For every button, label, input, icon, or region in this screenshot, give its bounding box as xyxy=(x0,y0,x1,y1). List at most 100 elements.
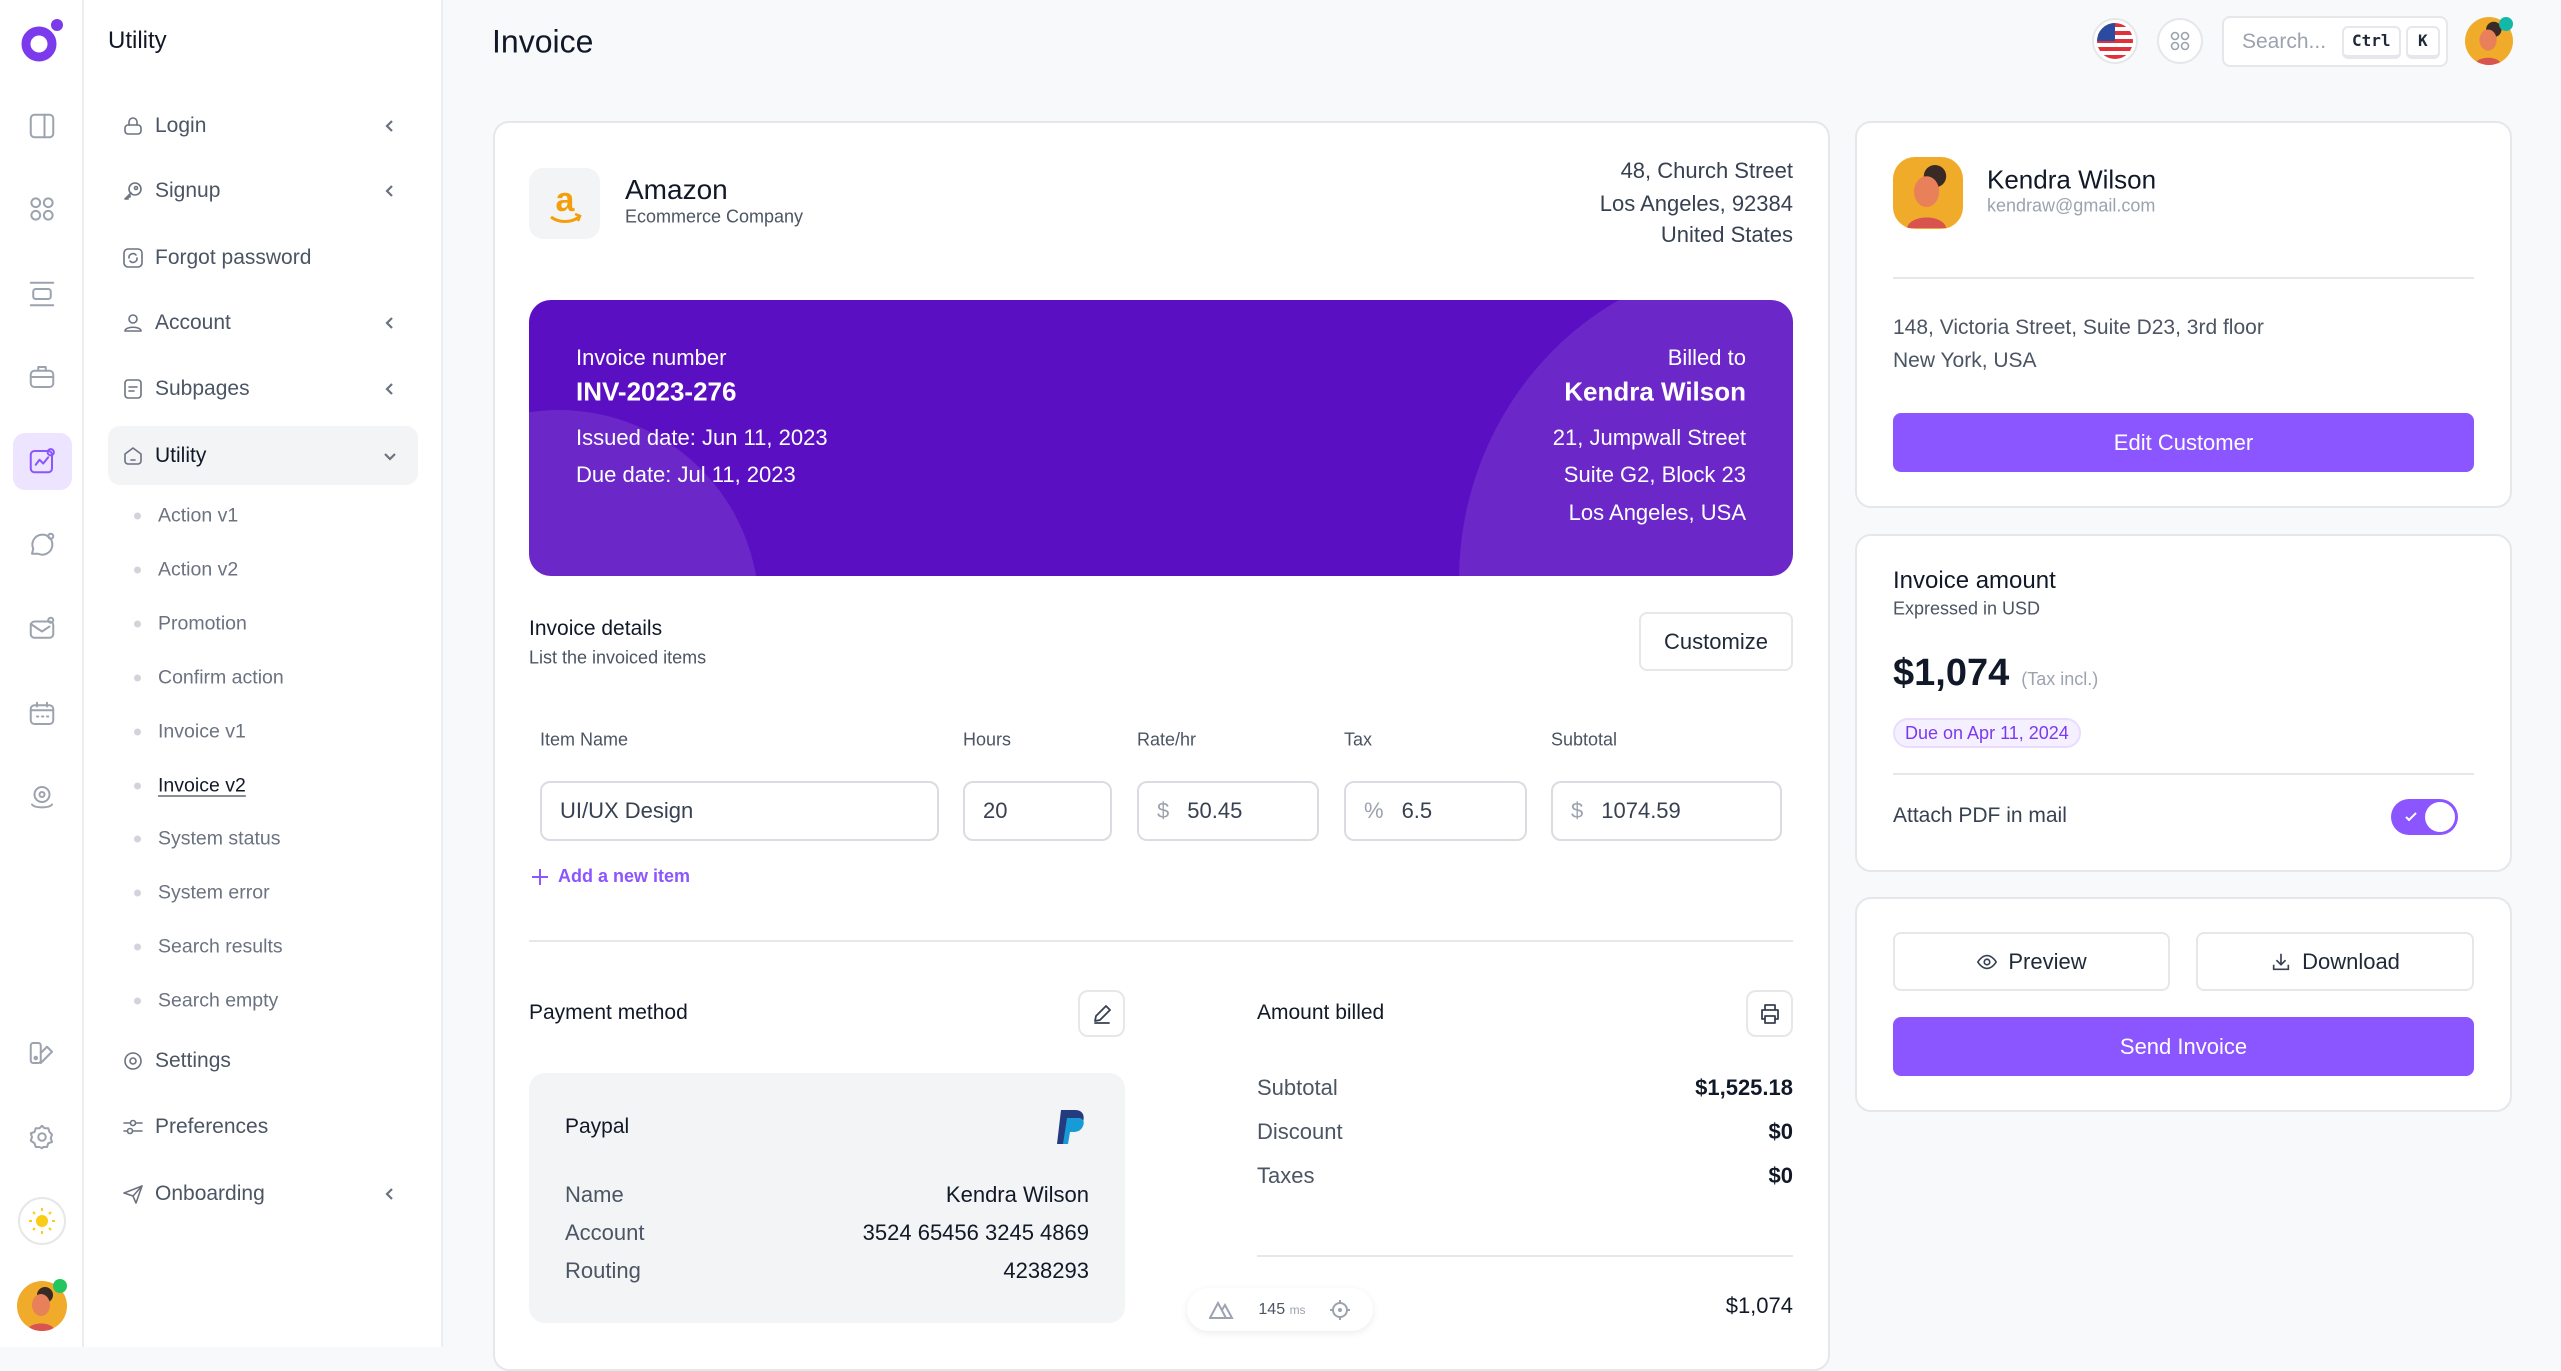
sidebar-subitem-label: Action v1 xyxy=(158,504,239,527)
billed-row-value: $1,525.18 xyxy=(1695,1075,1793,1100)
column-header: Hours xyxy=(963,729,1012,750)
company-address-line: 48, Church Street xyxy=(1620,158,1793,183)
chevron-left-icon xyxy=(382,183,398,199)
kbd-k: K xyxy=(2406,26,2440,59)
divider xyxy=(1893,277,2474,279)
hours-input[interactable]: 20 xyxy=(963,781,1112,841)
sidebar-item-label: Signup xyxy=(155,179,221,202)
payment-row-value: 4238293 xyxy=(1003,1258,1089,1283)
bullet xyxy=(134,620,141,628)
briefcase-icon[interactable] xyxy=(27,362,57,392)
attach-pdf-toggle[interactable] xyxy=(2391,799,2458,835)
sidebar-subitem-label: System error xyxy=(158,881,270,904)
sidebar-item-label: Login xyxy=(155,114,207,137)
due-date: Due date: Jul 11, 2023 xyxy=(576,462,796,487)
billed-row-label: Taxes xyxy=(1257,1163,1315,1188)
amount-value-row: $1,074 (Tax incl.) xyxy=(1893,652,2098,695)
toggle-knob xyxy=(2425,802,2455,832)
invoice-number-label: Invoice number xyxy=(576,345,727,370)
divider xyxy=(529,940,1793,942)
book-icon[interactable] xyxy=(27,1038,57,1068)
divider xyxy=(1893,773,2474,775)
kbd-ctrl: Ctrl xyxy=(2342,26,2401,59)
company-name: Amazon xyxy=(625,174,728,205)
online-status-dot xyxy=(2499,17,2513,31)
download-button[interactable]: Download xyxy=(2196,932,2474,991)
actions-card xyxy=(1855,897,2512,1112)
search-placeholder: Search... xyxy=(2242,30,2327,53)
billed-to-name: Kendra Wilson xyxy=(1564,376,1746,407)
gear-icon[interactable] xyxy=(27,1122,57,1152)
refresh-icon xyxy=(121,246,145,270)
sliders-icon xyxy=(121,1115,145,1139)
billed-row-value: $0 xyxy=(1768,1119,1793,1144)
sidebar-layout-icon[interactable] xyxy=(27,111,57,141)
bullet xyxy=(134,728,141,736)
chevron-left-icon xyxy=(382,315,398,331)
sidebar-subitem-label: System status xyxy=(158,827,281,850)
mail-icon[interactable] xyxy=(27,614,57,644)
billed-row-label: Discount xyxy=(1257,1119,1343,1144)
invoice-number: INV-2023-276 xyxy=(576,376,737,407)
payment-row-label: Account xyxy=(565,1220,645,1245)
devtools-pill[interactable]: 145 ms xyxy=(1187,1288,1373,1331)
send-invoice-button[interactable]: Send Invoice xyxy=(1893,1017,2474,1076)
amount-title: Invoice amount xyxy=(1893,567,2056,594)
chevron-left-icon xyxy=(382,381,398,397)
print-button[interactable] xyxy=(1746,990,1793,1037)
avatar[interactable] xyxy=(17,1281,67,1331)
payment-row-label: Routing xyxy=(565,1258,641,1283)
invoice-banner xyxy=(529,300,1793,576)
item-name-input[interactable]: UI/UX Design xyxy=(540,781,939,841)
preview-label: Preview xyxy=(2008,948,2087,974)
location-icon[interactable] xyxy=(27,782,57,812)
customize-button[interactable]: Customize xyxy=(1639,612,1793,671)
bullet xyxy=(134,889,141,897)
customer-address-line: 148, Victoria Street, Suite D23, 3rd flo… xyxy=(1893,316,2264,339)
user-icon xyxy=(121,311,145,335)
tax-input[interactable]: % 6.5 xyxy=(1344,781,1527,841)
logo-icon[interactable] xyxy=(19,18,65,64)
amount-value: $1,074 xyxy=(1893,652,2010,694)
dollar-icon: $ xyxy=(1157,798,1170,823)
billed-to-label: Billed to xyxy=(1667,345,1746,370)
sidebar-subitem-label: Invoice v1 xyxy=(158,720,246,743)
calendar-icon[interactable] xyxy=(27,699,57,729)
rate-input[interactable]: $50.45 xyxy=(1137,781,1319,841)
theme-toggle[interactable] xyxy=(18,1197,66,1245)
column-header: Rate/hr xyxy=(1137,729,1197,750)
bullet xyxy=(134,566,141,574)
input-value: 50.45 xyxy=(1187,798,1243,823)
preview-button[interactable]: Preview xyxy=(1893,932,2170,991)
chart-icon[interactable] xyxy=(27,446,57,476)
sidebar-item-active-bg xyxy=(108,426,418,485)
customer-email: kendraw@gmail.com xyxy=(1987,195,2156,216)
layers-icon[interactable] xyxy=(27,279,57,309)
chat-icon[interactable] xyxy=(27,530,57,560)
plus-icon xyxy=(532,868,548,885)
edit-customer-button[interactable]: Edit Customer xyxy=(1893,413,2474,472)
add-item-link[interactable]: Add a new item xyxy=(530,866,690,887)
payment-row-label: Name xyxy=(565,1182,624,1207)
edit-payment-button[interactable] xyxy=(1078,990,1125,1037)
company-address-line: United States xyxy=(1660,222,1793,247)
user-avatar[interactable] xyxy=(2465,17,2513,65)
lock-icon xyxy=(121,114,145,138)
sun-icon xyxy=(29,1208,55,1234)
bullet xyxy=(134,512,141,520)
document-icon xyxy=(121,377,145,401)
grid-icon[interactable] xyxy=(27,194,57,224)
subtotal-input[interactable]: $1074.59 xyxy=(1551,781,1782,841)
target-icon xyxy=(1330,1299,1351,1320)
sidebar-item-label: Subpages xyxy=(155,377,250,400)
search-input[interactable]: Search... Ctrl K xyxy=(2222,16,2448,67)
section-subtitle: List the invoiced items xyxy=(529,647,707,668)
billed-total: $1,074 xyxy=(1725,1293,1793,1318)
language-button[interactable] xyxy=(2092,18,2138,64)
section-title: Invoice details xyxy=(529,617,663,640)
apps-button[interactable] xyxy=(2157,18,2203,64)
nuxt-icon xyxy=(1208,1300,1234,1319)
key-icon xyxy=(121,179,145,203)
sidebar-item-label: Settings xyxy=(155,1049,231,1072)
sidebar-item-label: Forgot password xyxy=(155,246,312,269)
